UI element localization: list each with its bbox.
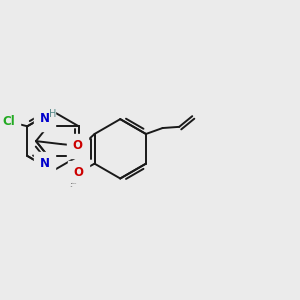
Text: H: H (50, 110, 57, 119)
Text: N: N (40, 157, 50, 170)
Text: N: N (40, 112, 50, 125)
Text: O: O (74, 166, 83, 179)
Text: methoxy: methoxy (71, 183, 77, 186)
Text: Cl: Cl (2, 115, 15, 128)
Text: O: O (73, 139, 82, 152)
